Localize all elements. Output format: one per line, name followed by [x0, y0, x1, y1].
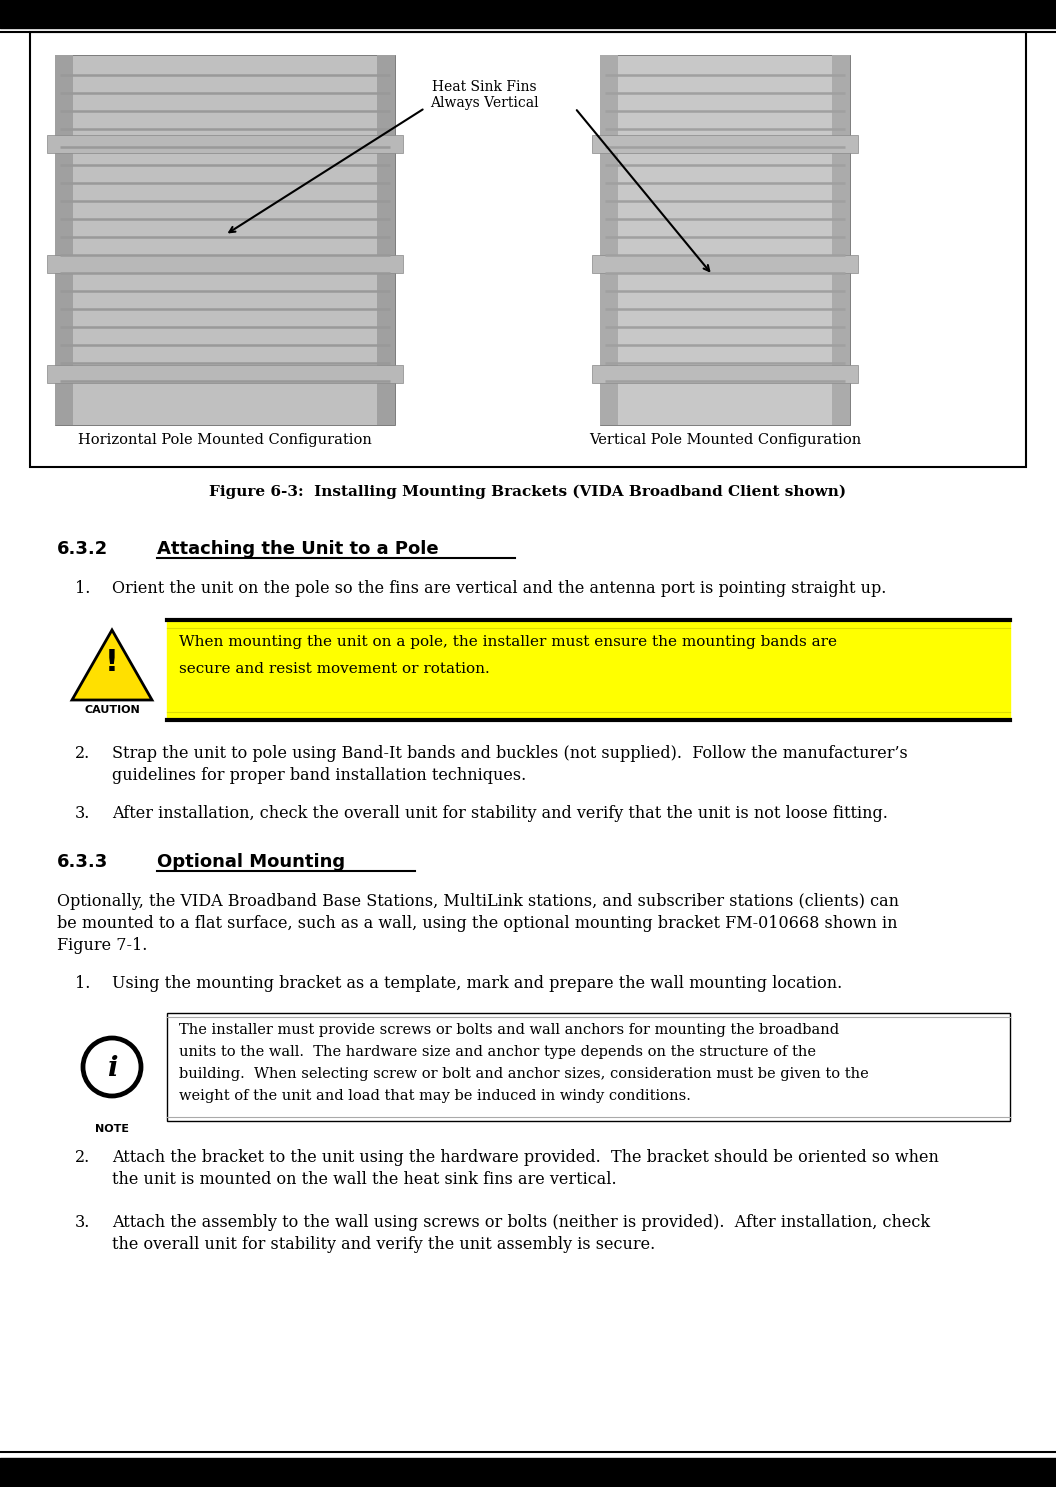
Bar	[48, 135, 403, 153]
Text: When mounting the unit on a pole, the installer must ensure the mounting bands a: When mounting the unit on a pole, the in…	[180, 635, 837, 648]
Text: MM-014720-001, Rev. A: MM-014720-001, Rev. A	[837, 6, 1040, 21]
Bar	[832, 55, 850, 425]
Text: Attach the assembly to the wall using screws or bolts (neither is provided).  Af: Attach the assembly to the wall using sc…	[112, 1213, 930, 1231]
Text: CAUTION: CAUTION	[84, 705, 139, 715]
Text: secure and resist movement or rotation.: secure and resist movement or rotation.	[180, 662, 490, 677]
Bar	[592, 364, 857, 384]
Text: Strap the unit to pole using Band-It bands and buckles (not supplied).  Follow t: Strap the unit to pole using Band-It ban…	[112, 745, 908, 761]
Text: NOTE: NOTE	[95, 1124, 129, 1135]
Text: 3.: 3.	[75, 1213, 91, 1231]
Bar	[600, 55, 850, 425]
Text: Optionally, the VIDA Broadband Base Stations, MultiLink stations, and subscriber: Optionally, the VIDA Broadband Base Stat…	[57, 894, 899, 910]
Text: 3.: 3.	[75, 804, 91, 822]
Text: Orient the unit on the pole so the fins are vertical and the antenna port is poi: Orient the unit on the pole so the fins …	[112, 580, 886, 596]
Text: 6.3.3: 6.3.3	[57, 854, 109, 871]
Text: Attach the bracket to the unit using the hardware provided.  The bracket should : Attach the bracket to the unit using the…	[112, 1149, 939, 1166]
Bar	[592, 135, 857, 153]
Text: building.  When selecting screw or bolt and anchor sizes, consideration must be : building. When selecting screw or bolt a…	[180, 1068, 869, 1081]
Bar	[55, 55, 73, 425]
Text: the unit is mounted on the wall the heat sink fins are vertical.: the unit is mounted on the wall the heat…	[112, 1170, 617, 1188]
Text: weight of the unit and load that may be induced in windy conditions.: weight of the unit and load that may be …	[180, 1088, 691, 1103]
Text: Attaching the Unit to a Pole: Attaching the Unit to a Pole	[157, 540, 438, 558]
Text: 1.: 1.	[75, 975, 91, 992]
Text: Heat Sink Fins
Always Vertical: Heat Sink Fins Always Vertical	[430, 80, 539, 110]
Text: 6.3.2: 6.3.2	[57, 540, 109, 558]
Text: units to the wall.  The hardware size and anchor type depends on the structure o: units to the wall. The hardware size and…	[180, 1045, 816, 1059]
Bar	[48, 254, 403, 274]
Circle shape	[84, 1039, 140, 1094]
Text: guidelines for proper band installation techniques.: guidelines for proper band installation …	[112, 767, 526, 784]
Text: be mounted to a flat surface, such as a wall, using the optional mounting bracke: be mounted to a flat surface, such as a …	[57, 915, 898, 932]
Bar	[377, 55, 395, 425]
Text: The installer must provide screws or bolts and wall anchors for mounting the bro: The installer must provide screws or bol…	[180, 1023, 840, 1036]
Text: Using the mounting bracket as a template, mark and prepare the wall mounting loc: Using the mounting bracket as a template…	[112, 975, 843, 992]
Polygon shape	[72, 630, 152, 700]
Bar	[48, 364, 403, 384]
Text: !: !	[105, 648, 119, 677]
Text: i: i	[107, 1054, 117, 1083]
Text: Horizontal Pole Mounted Configuration: Horizontal Pole Mounted Configuration	[78, 433, 372, 448]
Bar	[55, 55, 395, 425]
Circle shape	[82, 1036, 142, 1097]
Text: 43: 43	[1019, 1462, 1040, 1477]
Text: Figure 7-1.: Figure 7-1.	[57, 937, 148, 955]
Text: 1.: 1.	[75, 580, 91, 596]
Text: After installation, check the overall unit for stability and verify that the uni: After installation, check the overall un…	[112, 804, 888, 822]
Text: 2.: 2.	[75, 745, 90, 761]
Bar	[600, 55, 618, 425]
Bar	[592, 254, 857, 274]
Text: the overall unit for stability and verify the unit assembly is secure.: the overall unit for stability and verif…	[112, 1236, 656, 1254]
Bar	[167, 1013, 1010, 1121]
Text: Vertical Pole Mounted Configuration: Vertical Pole Mounted Configuration	[589, 433, 861, 448]
Text: Figure 6-3:  Installing Mounting Brackets (VIDA Broadband Client shown): Figure 6-3: Installing Mounting Brackets…	[209, 485, 847, 500]
Text: 2.: 2.	[75, 1149, 90, 1166]
Text: Optional Mounting: Optional Mounting	[157, 854, 345, 871]
Bar	[30, 33, 1026, 467]
